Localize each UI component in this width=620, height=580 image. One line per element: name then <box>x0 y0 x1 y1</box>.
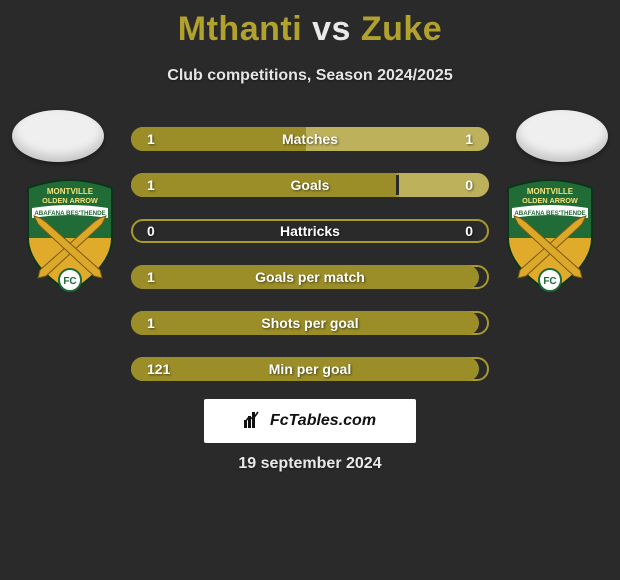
team-crest-right: MONTVILLE OLDEN ARROW ABAFANA BES'THENDE… <box>500 178 600 296</box>
crest-banner-top2: OLDEN ARROW <box>42 196 98 205</box>
subtitle: Club competitions, Season 2024/2025 <box>0 67 620 85</box>
stat-label: Goals <box>131 173 489 197</box>
crest-banner-top1: MONTVILLE <box>47 187 94 196</box>
svg-text:FC: FC <box>543 276 556 287</box>
stat-label: Shots per goal <box>131 311 489 335</box>
stat-label: Min per goal <box>131 357 489 381</box>
stat-row: 10Goals <box>131 173 489 197</box>
attribution-icon <box>244 410 264 433</box>
team-crest-left: MONTVILLE OLDEN ARROW ABAFANA BES'THENDE… <box>20 178 120 296</box>
svg-text:OLDEN ARROW: OLDEN ARROW <box>522 196 578 205</box>
avatar-left-placeholder <box>12 110 104 162</box>
stat-row: 1Goals per match <box>131 265 489 289</box>
title-player-right: Zuke <box>361 10 442 48</box>
title-player-left: Mthanti <box>178 10 302 48</box>
svg-text:MONTVILLE: MONTVILLE <box>527 187 574 196</box>
date-text: 19 september 2024 <box>0 455 620 473</box>
page-title: Mthanti vs Zuke <box>0 0 620 49</box>
stat-row: 00Hattricks <box>131 219 489 243</box>
attribution-badge: FcTables.com <box>204 399 416 443</box>
title-vs: vs <box>302 10 361 48</box>
crest-banner-mid: ABAFANA BES'THENDE <box>34 210 105 217</box>
stat-row: 121Min per goal <box>131 357 489 381</box>
avatar-right-placeholder <box>516 110 608 162</box>
stat-label: Goals per match <box>131 265 489 289</box>
attribution-text: FcTables.com <box>270 412 376 430</box>
comparison-bars: 11Matches 10Goals 00Hattricks 1Goals per ma… <box>131 127 489 403</box>
stat-row: 1Shots per goal <box>131 311 489 335</box>
stat-row: 11Matches <box>131 127 489 151</box>
svg-text:ABAFANA BES'THENDE: ABAFANA BES'THENDE <box>514 210 585 217</box>
stat-label: Matches <box>131 127 489 151</box>
stat-label: Hattricks <box>131 219 489 243</box>
crest-fc-text: FC <box>63 276 76 287</box>
